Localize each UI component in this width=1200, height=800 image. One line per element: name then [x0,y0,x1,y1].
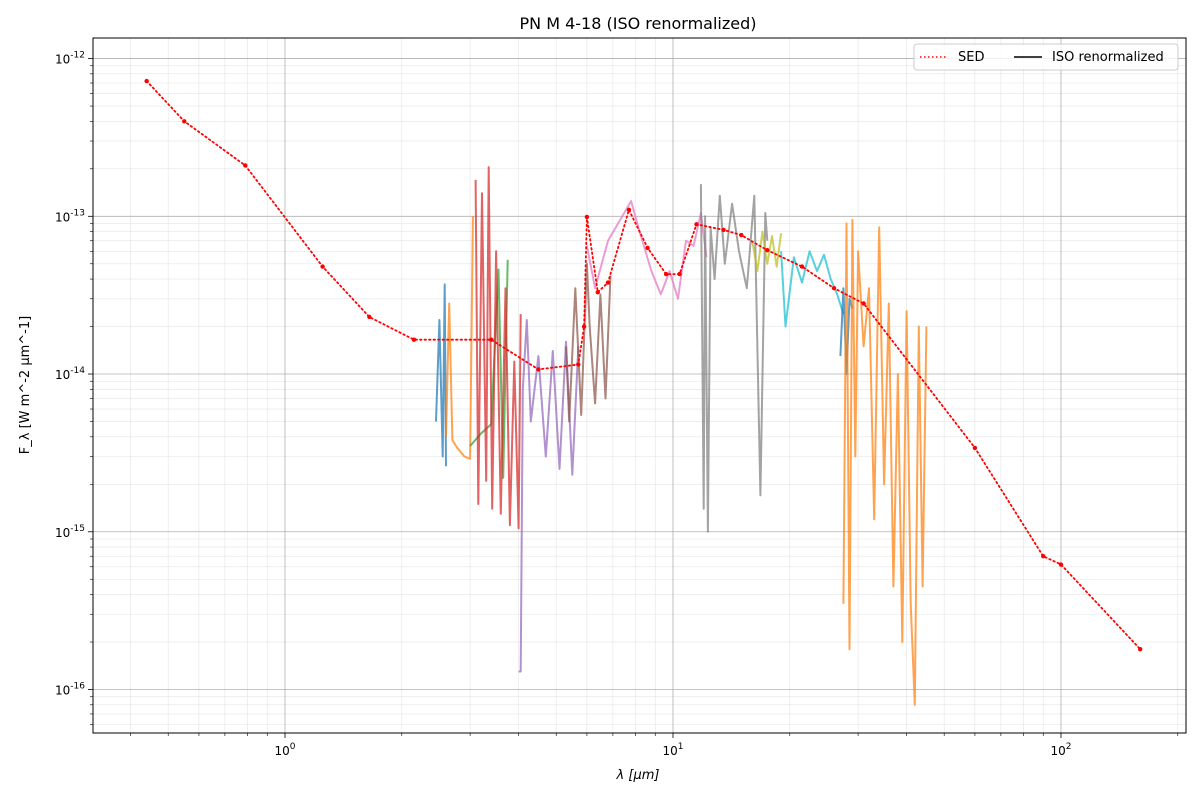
sed-point [243,163,248,168]
iso-renormalized-series [435,166,928,706]
sed-point [320,264,325,269]
minor-gridlines [93,38,1186,733]
sed-point [972,445,978,451]
sed-point [581,324,587,329]
sed-point [861,301,866,306]
sed-point [645,245,650,251]
sed-point [605,280,611,285]
legend-sed-label: SED [958,50,984,65]
major-gridlines [93,38,1186,733]
iso-segment-line [842,218,928,706]
iso-segment-line [699,184,769,533]
y-tick-label: 10-15 [55,524,85,540]
legend-box [913,43,1179,71]
iso-segment-line [435,283,447,467]
iso-segment-line [751,230,783,272]
sed-series [144,78,1143,652]
sed-point [182,119,187,124]
y-axis-label: F_λ [W m^-2 μm^-1] [18,316,33,454]
sed-point [663,271,669,277]
iso-segment-line [585,200,708,300]
sed-point [584,214,590,220]
sed-point [367,314,372,320]
x-axis-label: λ [μm] [616,768,660,783]
x-tick-label: 101 [662,742,683,758]
sed-point [144,78,149,84]
sed-point [1137,647,1143,652]
sed-point [536,367,541,372]
iso-segment-line [839,287,854,375]
y-tick-label: 10-13 [55,208,85,224]
sed-point [799,264,805,269]
sed-point [626,207,632,212]
iso-segment-line [474,166,522,530]
iso-segment-line [518,319,580,673]
iso-segment-line [445,216,474,460]
sed-point [694,222,699,227]
x-tick-label: 102 [1050,742,1071,758]
legend-iso-label: ISO renormalized [1052,50,1164,65]
axis-ticks [88,58,1179,738]
plot-frame [92,37,1187,734]
chart-title: PN M 4-18 (ISO renormalized) [519,14,756,33]
sed-point [595,290,600,295]
sed-point [576,362,581,367]
legend: SED ISO renormalized [913,43,1179,71]
sed-line [145,80,1142,651]
y-tick-label: 10-14 [55,366,85,382]
y-tick-label: 10-16 [55,682,85,698]
sed-point [765,247,770,253]
sed-point [411,337,417,342]
y-tick-label: 10-12 [55,51,85,67]
sed-point [1041,554,1046,559]
sed-point [721,227,726,233]
x-tick-label: 100 [274,742,295,758]
sed-point [831,286,837,291]
sed-point [739,232,744,238]
axis-tick-labels: 100 101 102 10-16 10-15 10-14 10-13 10-12 [55,51,1071,758]
iso-segment-line [565,262,612,423]
sed-point [489,337,494,342]
sed-point [1058,562,1064,567]
sed-point [677,271,682,277]
